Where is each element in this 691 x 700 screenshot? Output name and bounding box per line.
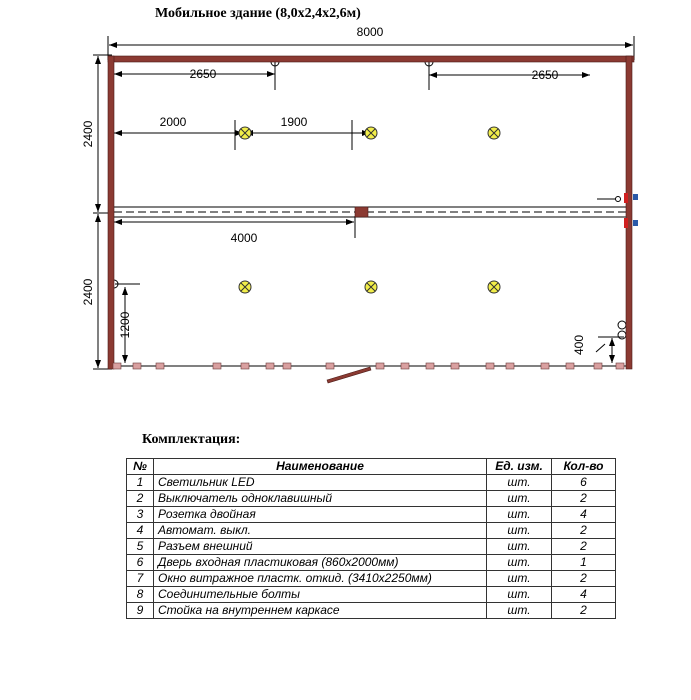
cell-qty: 1 [551, 554, 616, 571]
table-row: 5 Разъем внешний шт. 2 [126, 538, 616, 555]
window-frame-joint [155, 362, 165, 370]
light-fixture-icon [238, 126, 252, 140]
cell-number: 4 [126, 522, 154, 539]
dim-partition: 4000 [231, 231, 258, 245]
cell-name: Выключатель одноклавишный [153, 490, 487, 507]
cell-unit: шт. [486, 474, 552, 491]
light-fixture-icon [364, 280, 378, 294]
cell-qty: 2 [551, 602, 616, 619]
cell-name: Автомат. выкл. [153, 522, 487, 539]
cell-name: Розетка двойная [153, 506, 487, 523]
cell-qty: 2 [551, 538, 616, 555]
cell-number: 3 [126, 506, 154, 523]
dim-switch-left: 2650 [190, 67, 217, 81]
header-qty: Кол-во [551, 458, 616, 475]
dim-socket-height: 1200 [118, 311, 132, 338]
drawing-title: Мобильное здание (8,0х2,4х2,6м) [155, 6, 361, 21]
window-frame-joint [240, 362, 250, 370]
cell-name: Светильник LED [153, 474, 487, 491]
cell-unit: шт. [486, 522, 552, 539]
header-name: Наименование [153, 458, 487, 475]
header-number: № [126, 458, 154, 475]
cell-number: 9 [126, 602, 154, 619]
cell-qty: 4 [551, 506, 616, 523]
dim-width-top: 2400 [81, 120, 95, 147]
table-row: 1 Светильник LED шт. 6 [126, 474, 616, 491]
cell-number: 5 [126, 538, 154, 555]
window-frame-joint [400, 362, 410, 370]
window-frame-joint [593, 362, 603, 370]
table-row: 6 Дверь входная пластиковая (860х2000мм) ш… [126, 554, 616, 571]
cell-number: 2 [126, 490, 154, 507]
light-fixture-icon [238, 280, 252, 294]
cell-number: 6 [126, 554, 154, 571]
cell-number: 7 [126, 570, 154, 587]
light-fixture-icon [364, 126, 378, 140]
cell-name: Окно витражное пластк. откид. (3410х2250… [153, 570, 487, 587]
light-fixture-icon [487, 126, 501, 140]
window-frame-joint [615, 362, 625, 370]
window-frame-joint [505, 362, 515, 370]
cell-unit: шт. [486, 490, 552, 507]
window-frame-joint [282, 362, 292, 370]
dim-light-offset: 2000 [160, 115, 187, 129]
cell-unit: шт. [486, 538, 552, 555]
window-frame-joint [450, 362, 460, 370]
dim-total-length: 8000 [357, 25, 384, 39]
cell-number: 1 [126, 474, 154, 491]
dim-light-spacing: 1900 [281, 115, 308, 129]
cell-number: 8 [126, 586, 154, 603]
window-frame-joint [425, 362, 435, 370]
table-row: 3 Розетка двойная шт. 4 [126, 506, 616, 523]
cell-unit: шт. [486, 506, 552, 523]
table-row: 7 Окно витражное пластк. откид. (3410х225… [126, 570, 616, 587]
cell-qty: 6 [551, 474, 616, 491]
table-row: 4 Автомат. выкл. шт. 2 [126, 522, 616, 539]
cell-qty: 2 [551, 490, 616, 507]
window-frame-joint [325, 362, 335, 370]
table-title: Комплектация: [142, 432, 241, 447]
window-frame-joint [485, 362, 495, 370]
window-frame-joint [375, 362, 385, 370]
table-header-row: № Наименование Ед. изм. Кол-во [126, 458, 616, 475]
cell-name: Разъем внешний [153, 538, 487, 555]
header-unit: Ед. изм. [486, 458, 552, 475]
cell-qty: 4 [551, 586, 616, 603]
window-frame-joint [265, 362, 275, 370]
dim-width-bottom: 2400 [81, 278, 95, 305]
window-frame-joint [565, 362, 575, 370]
cell-unit: шт. [486, 554, 552, 571]
floor-plan: 8000 2400 2400 2650 2650 2000 1900 4000 … [81, 25, 638, 384]
cell-name: Дверь входная пластиковая (860х2000мм) [153, 554, 487, 571]
table-row: 9 Стойка на внутреннем каркасе шт. 2 [126, 602, 616, 619]
table-row: 2 Выключатель одноклавишный шт. 2 [126, 490, 616, 507]
equipment-table: № Наименование Ед. изм. Кол-во 1 Светильн… [126, 458, 616, 619]
cell-unit: шт. [486, 602, 552, 619]
dim-switch-right: 2650 [532, 68, 559, 82]
window-frame-joint [540, 362, 550, 370]
window-frame-joint [212, 362, 222, 370]
cell-unit: шт. [486, 586, 552, 603]
light-fixture-icon [487, 280, 501, 294]
cell-qty: 2 [551, 570, 616, 587]
cell-name: Стойка на внутреннем каркасе [153, 602, 487, 619]
cell-name: Соединительные болты [153, 586, 487, 603]
window-frame-joint [112, 362, 122, 370]
table-row: 8 Соединительные болты шт. 4 [126, 586, 616, 603]
dim-socket-right: 400 [572, 335, 586, 355]
cell-qty: 2 [551, 522, 616, 539]
window-frame-joint [132, 362, 142, 370]
cell-unit: шт. [486, 570, 552, 587]
